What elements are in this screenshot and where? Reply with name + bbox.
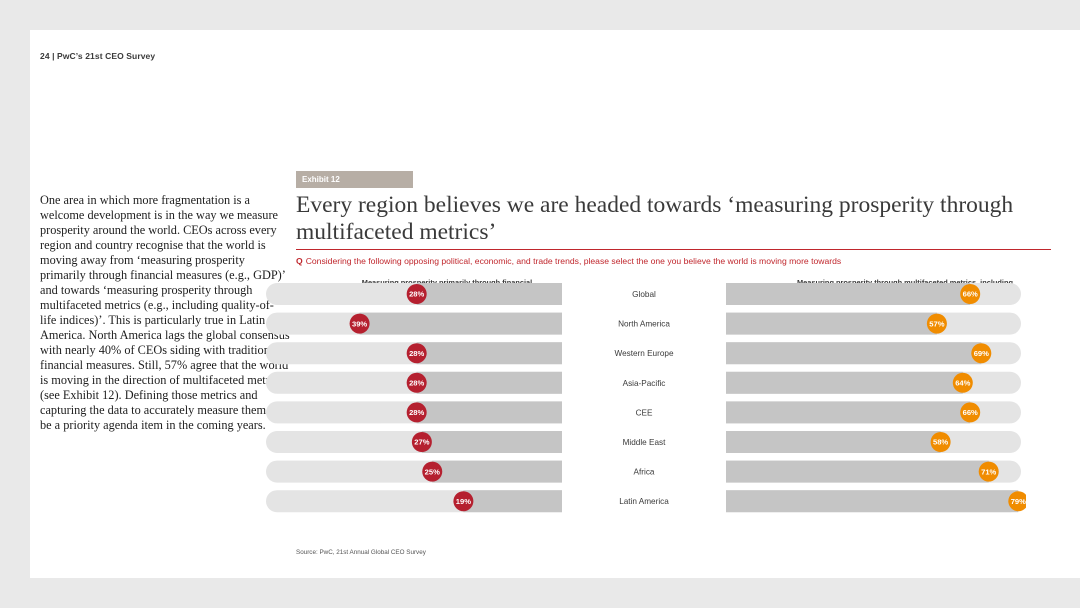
value-label-financial: 28% <box>409 349 424 358</box>
value-dot-financial <box>411 432 432 452</box>
value-dot-multifaceted <box>971 343 992 364</box>
region-label-cell <box>562 370 726 395</box>
value-label-financial: 19% <box>456 497 471 506</box>
bar-multifaceted-metrics <box>726 431 941 453</box>
bar-multifaceted-metrics <box>726 342 982 365</box>
region-label-cell <box>562 282 726 306</box>
region-label: Africa <box>634 468 655 477</box>
bar-financial-measures <box>416 401 562 424</box>
value-dot-financial <box>349 313 370 334</box>
value-label-financial: 39% <box>352 319 367 328</box>
bar-financial-measures <box>463 490 562 513</box>
region-label-cell <box>562 311 726 336</box>
value-label-multifaceted: 79% <box>1011 497 1026 506</box>
page-header: 24 | PwC’s 21st CEO Survey <box>40 51 156 61</box>
bar-financial-measures <box>416 283 562 305</box>
region-label: Middle East <box>623 438 667 447</box>
value-label-multifaceted: 57% <box>929 319 944 328</box>
value-dot-financial <box>406 343 427 364</box>
value-dot-financial <box>406 402 427 423</box>
value-dot-financial <box>422 461 443 482</box>
value-label-multifaceted: 66% <box>963 408 978 417</box>
value-label-financial: 25% <box>425 467 440 476</box>
region-label-cell <box>562 430 726 454</box>
bar-financial-measures <box>421 431 562 453</box>
value-label-multifaceted: 69% <box>974 349 989 358</box>
value-dot-multifaceted <box>960 284 981 304</box>
value-label-multifaceted: 66% <box>963 290 978 299</box>
value-label-financial: 28% <box>409 379 424 388</box>
value-dot-multifaceted <box>930 432 951 452</box>
body-paragraph: One area in which more fragmentation is … <box>40 193 290 432</box>
region-label: CEE <box>636 408 653 417</box>
region-label: Asia-Pacific <box>623 379 666 388</box>
source-note: Source: PwC, 21st Annual Global CEO Surv… <box>296 549 426 556</box>
bar-multifaceted-metrics <box>726 371 963 394</box>
region-label-cell <box>562 400 726 425</box>
region-label-cell <box>562 459 726 484</box>
value-label-financial: 28% <box>409 408 424 417</box>
value-dot-financial <box>406 372 427 393</box>
exhibit-tag: Exhibit 12 <box>296 171 413 188</box>
bar-financial-measures <box>416 342 562 365</box>
bar-financial-measures <box>416 371 562 394</box>
value-dot-multifaceted <box>960 402 981 423</box>
value-dot-multifaceted <box>978 461 999 482</box>
chart-title: Every region believes we are headed towa… <box>296 192 1014 245</box>
value-dot-financial <box>406 284 427 304</box>
region-label: North America <box>618 320 670 329</box>
question-text: Considering the following opposing polit… <box>305 256 842 266</box>
region-label: Western Europe <box>614 349 673 358</box>
value-dot-financial <box>453 491 474 512</box>
region-label: Latin America <box>619 497 669 506</box>
value-dot-multifaceted <box>926 313 947 334</box>
bar-multifaceted-metrics <box>726 460 989 483</box>
survey-question: Q Considering the following opposing poli… <box>296 256 841 266</box>
title-divider <box>296 249 1051 250</box>
value-label-multifaceted: 58% <box>933 438 948 447</box>
value-dot-multifaceted <box>1008 491 1026 512</box>
value-label-financial: 27% <box>414 438 429 447</box>
region-label-cell <box>562 489 726 514</box>
bar-financial-measures <box>432 460 562 483</box>
value-dot-multifaceted <box>952 372 973 393</box>
bar-multifaceted-metrics <box>726 312 937 335</box>
question-prefix: Q <box>296 256 303 266</box>
region-label: Global <box>632 290 656 299</box>
value-label-financial: 28% <box>409 290 424 299</box>
bar-financial-measures <box>359 312 562 335</box>
value-label-multifaceted: 64% <box>955 379 970 388</box>
bar-multifaceted-metrics <box>726 283 971 305</box>
diverging-bar-chart: Global 28% 66% North America 39% 57% Western E… <box>266 282 1026 514</box>
region-label-cell <box>562 341 726 366</box>
value-label-multifaceted: 71% <box>981 467 996 476</box>
bar-multifaceted-metrics <box>726 490 1019 513</box>
bar-multifaceted-metrics <box>726 401 971 424</box>
